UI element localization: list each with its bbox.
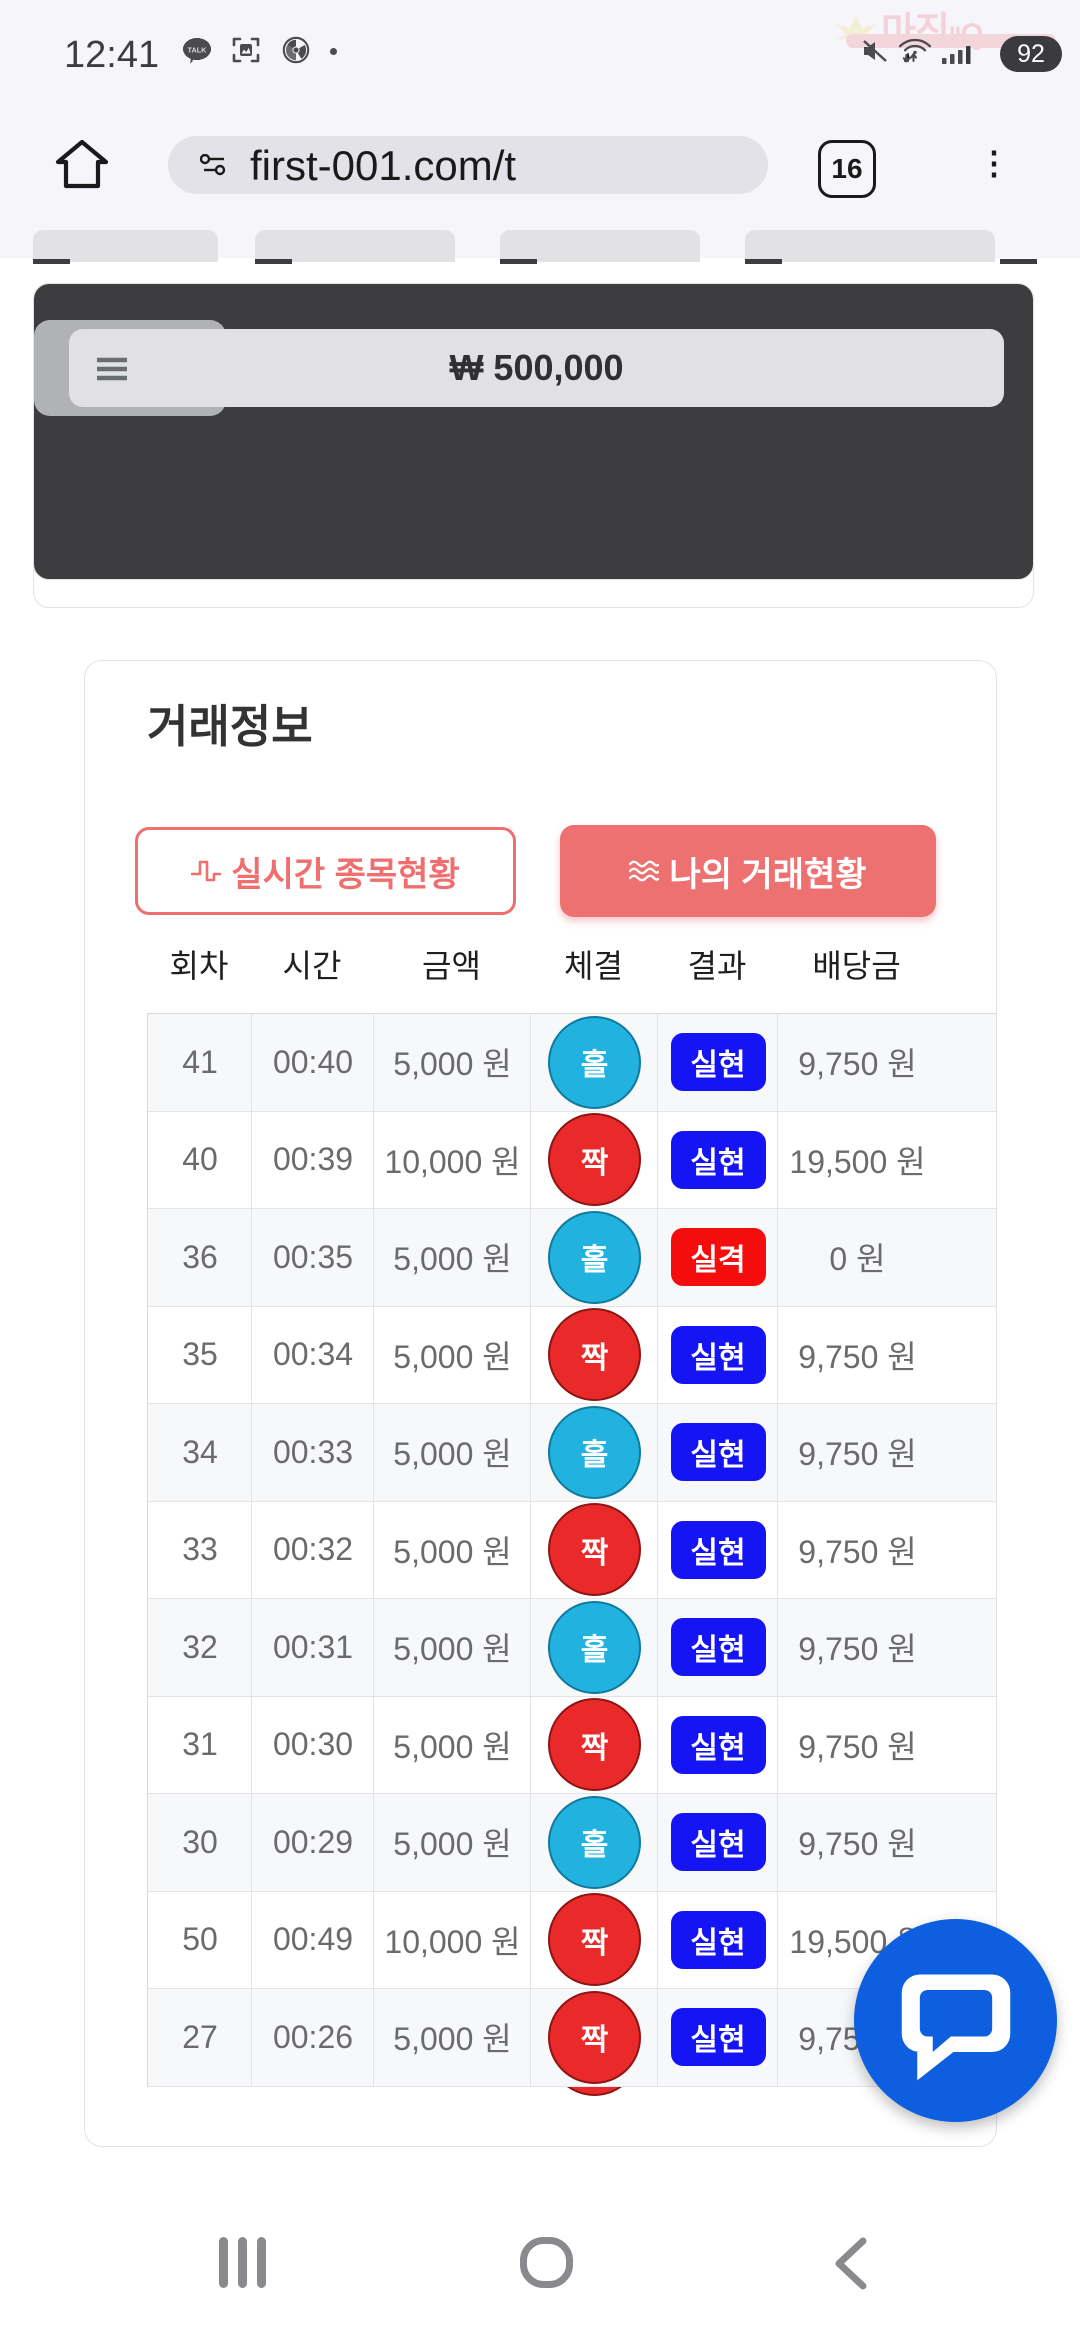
svg-text:TALK: TALK (188, 45, 208, 54)
